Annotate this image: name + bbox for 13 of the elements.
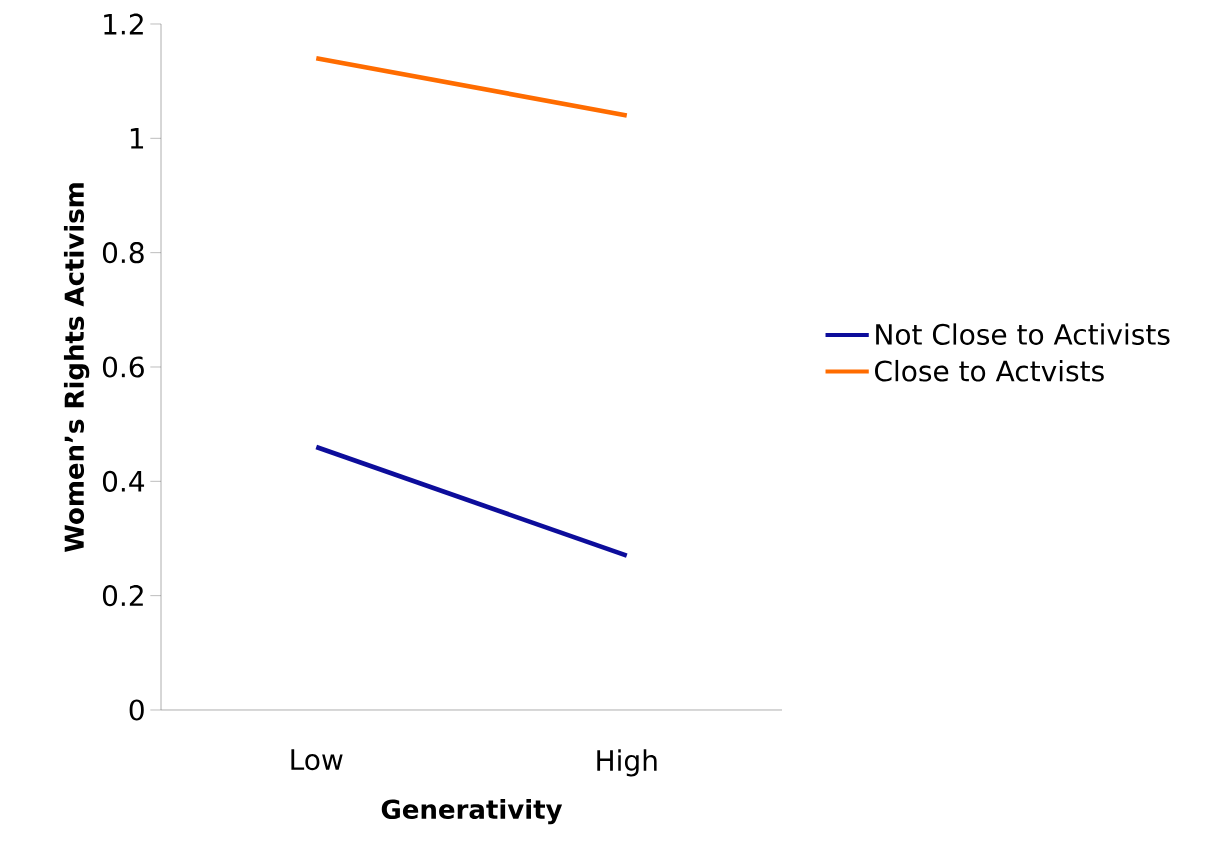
x-tick-label: Low <box>291 749 343 771</box>
y-tick-label: 0.6 <box>102 356 144 378</box>
legend-label: Close to Actvists <box>875 359 1104 382</box>
y-tick-label: 1 <box>130 128 144 149</box>
y-tick-label: 0.4 <box>102 470 145 492</box>
y-tick-label: 0 <box>129 699 144 721</box>
legend-label: Not Close to Activists <box>876 323 1170 345</box>
y-tick-label: 0.2 <box>102 585 143 607</box>
y-axis-title: Women’s Rights Activism <box>63 183 90 552</box>
x-axis-title: Generativity <box>381 798 563 825</box>
y-tick-label: 1.2 <box>104 13 143 35</box>
y-tick-label: 0.8 <box>102 242 144 264</box>
x-tick-label: High <box>597 749 657 777</box>
